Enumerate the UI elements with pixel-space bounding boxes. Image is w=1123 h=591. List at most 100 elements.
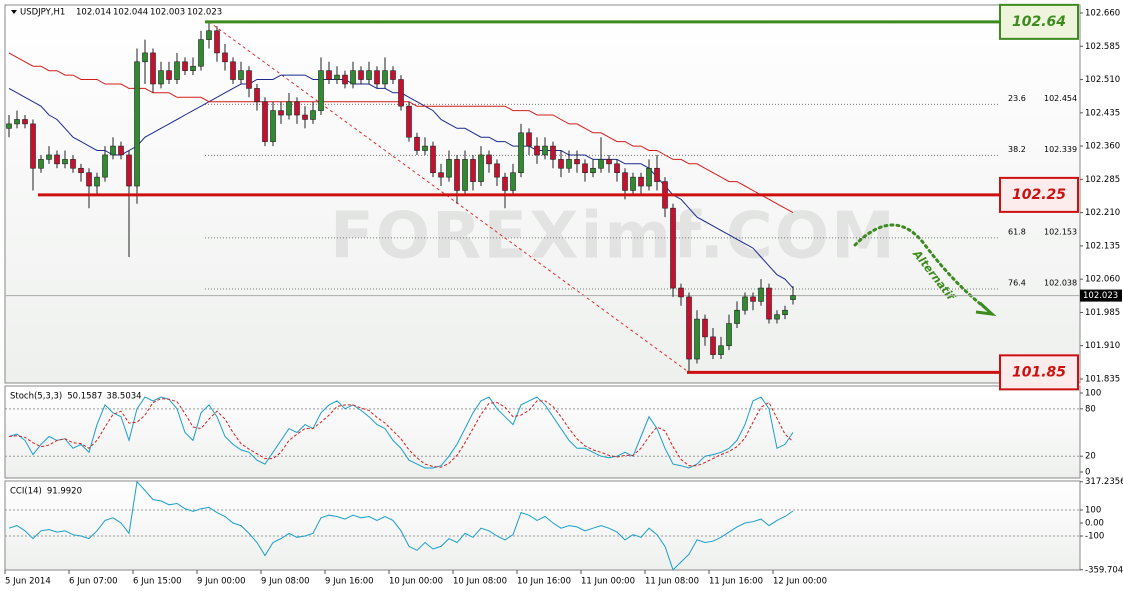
- candle-body: [46, 154, 52, 160]
- candle-body: [582, 163, 588, 174]
- y-tick-label: 101.985: [1085, 308, 1120, 318]
- candle-body: [30, 123, 36, 169]
- fib-ratio: 38.2: [1008, 145, 1026, 154]
- candle-body: [614, 163, 620, 174]
- candle-body: [390, 70, 396, 80]
- candle-body: [494, 163, 500, 178]
- x-tick-label: 10 Jun 08:00: [453, 577, 507, 587]
- candle-body: [398, 79, 404, 107]
- candle-body: [286, 101, 292, 116]
- watermark: FOREXimf.COM: [330, 200, 897, 274]
- y-tick-label: 102.210: [1085, 208, 1120, 218]
- candle-body: [774, 314, 780, 320]
- candle-body: [246, 70, 252, 89]
- indicator-line: [8, 398, 794, 468]
- candle-body: [294, 101, 300, 116]
- menu-icon: [11, 10, 17, 14]
- stoch-panel: [4, 385, 1081, 479]
- arrow-head: [975, 301, 997, 317]
- candle-body: [158, 70, 164, 85]
- candle-body: [526, 132, 532, 147]
- fib-ratio: 61.8: [1008, 227, 1026, 236]
- header-ohlc: 102.023: [187, 8, 222, 18]
- chart-title: USDJPY,H1: [20, 8, 65, 18]
- y-tick-label: -100: [1085, 531, 1104, 541]
- candle-body: [734, 309, 740, 324]
- candle-body: [782, 309, 788, 315]
- candle-body: [54, 154, 60, 165]
- candle-body: [446, 159, 452, 178]
- candle-body: [214, 30, 220, 54]
- candle-body: [654, 167, 660, 182]
- candle-body: [430, 145, 436, 174]
- candle-body: [190, 65, 196, 71]
- candle-body: [6, 123, 12, 129]
- candle-body: [422, 145, 428, 151]
- candle-body: [382, 70, 388, 85]
- candle-body: [670, 207, 676, 289]
- y-tick-label: 101.910: [1085, 341, 1120, 351]
- y-tick-label: 317.2356: [1085, 477, 1123, 487]
- level-label: 102.25: [1012, 187, 1066, 203]
- candle-body: [310, 110, 316, 120]
- candle-body: [518, 132, 524, 174]
- candle-body: [38, 159, 44, 169]
- candle-body: [646, 167, 652, 187]
- fib-price: 102.339: [1044, 145, 1077, 154]
- candle-body: [790, 295, 796, 300]
- level-box: [999, 354, 1079, 391]
- cci-panel: [4, 480, 1081, 571]
- y-tick-label: 20: [1085, 452, 1096, 462]
- header-ohlc: 102.044: [113, 8, 148, 18]
- candle-body: [686, 296, 692, 360]
- x-tick-label: 11 Jun 08:00: [645, 577, 699, 587]
- y-tick-label: 0.00: [1085, 518, 1104, 528]
- y-tick-label: 102.660: [1085, 8, 1120, 18]
- candle-body: [198, 39, 204, 67]
- fib-price: 102.038: [1044, 278, 1077, 287]
- candle-body: [174, 61, 180, 80]
- candle-body: [222, 52, 228, 63]
- candle-body: [62, 159, 68, 165]
- candle-body: [598, 159, 604, 169]
- candle-body: [718, 345, 724, 355]
- fib-price: 102.454: [1044, 94, 1077, 103]
- candle-body: [766, 287, 772, 320]
- candle-body: [710, 336, 716, 355]
- y-tick-label: 101.835: [1085, 375, 1120, 385]
- x-tick-label: 5 Jun 2014: [5, 577, 51, 587]
- candle-body: [534, 145, 540, 156]
- y-tick-label: 102.435: [1085, 108, 1120, 118]
- candle-body: [126, 154, 132, 187]
- candle-body: [742, 296, 748, 311]
- candle-body: [630, 176, 636, 191]
- indicator-line: [8, 396, 794, 469]
- y-tick-label: 100: [1085, 389, 1101, 399]
- candle-body: [478, 154, 484, 182]
- x-tick-label: 10 Jun 00:00: [389, 577, 443, 587]
- candle-body: [182, 61, 188, 71]
- y-tick-label: 0: [1085, 467, 1090, 477]
- candle-body: [78, 167, 84, 174]
- candle-body: [270, 110, 276, 142]
- indicator-value: 38.5034: [106, 392, 141, 402]
- candle-body: [142, 52, 148, 63]
- level-label: 102.64: [1012, 14, 1066, 30]
- x-tick-label: 9 Jun 08:00: [261, 577, 310, 587]
- candle-body: [206, 30, 212, 40]
- candle-body: [374, 70, 380, 85]
- candle-body: [590, 167, 596, 174]
- candle-body: [342, 74, 348, 85]
- candle-body: [238, 70, 244, 80]
- candle-body: [702, 318, 708, 338]
- candle-body: [70, 159, 76, 169]
- candle-body: [318, 70, 324, 111]
- candle-body: [278, 110, 284, 116]
- candle-body: [102, 154, 108, 178]
- x-tick-label: 12 Jun 00:00: [773, 577, 827, 587]
- level-box: [999, 3, 1079, 40]
- fib-price: 102.153: [1044, 227, 1077, 236]
- indicator-line: [8, 480, 794, 571]
